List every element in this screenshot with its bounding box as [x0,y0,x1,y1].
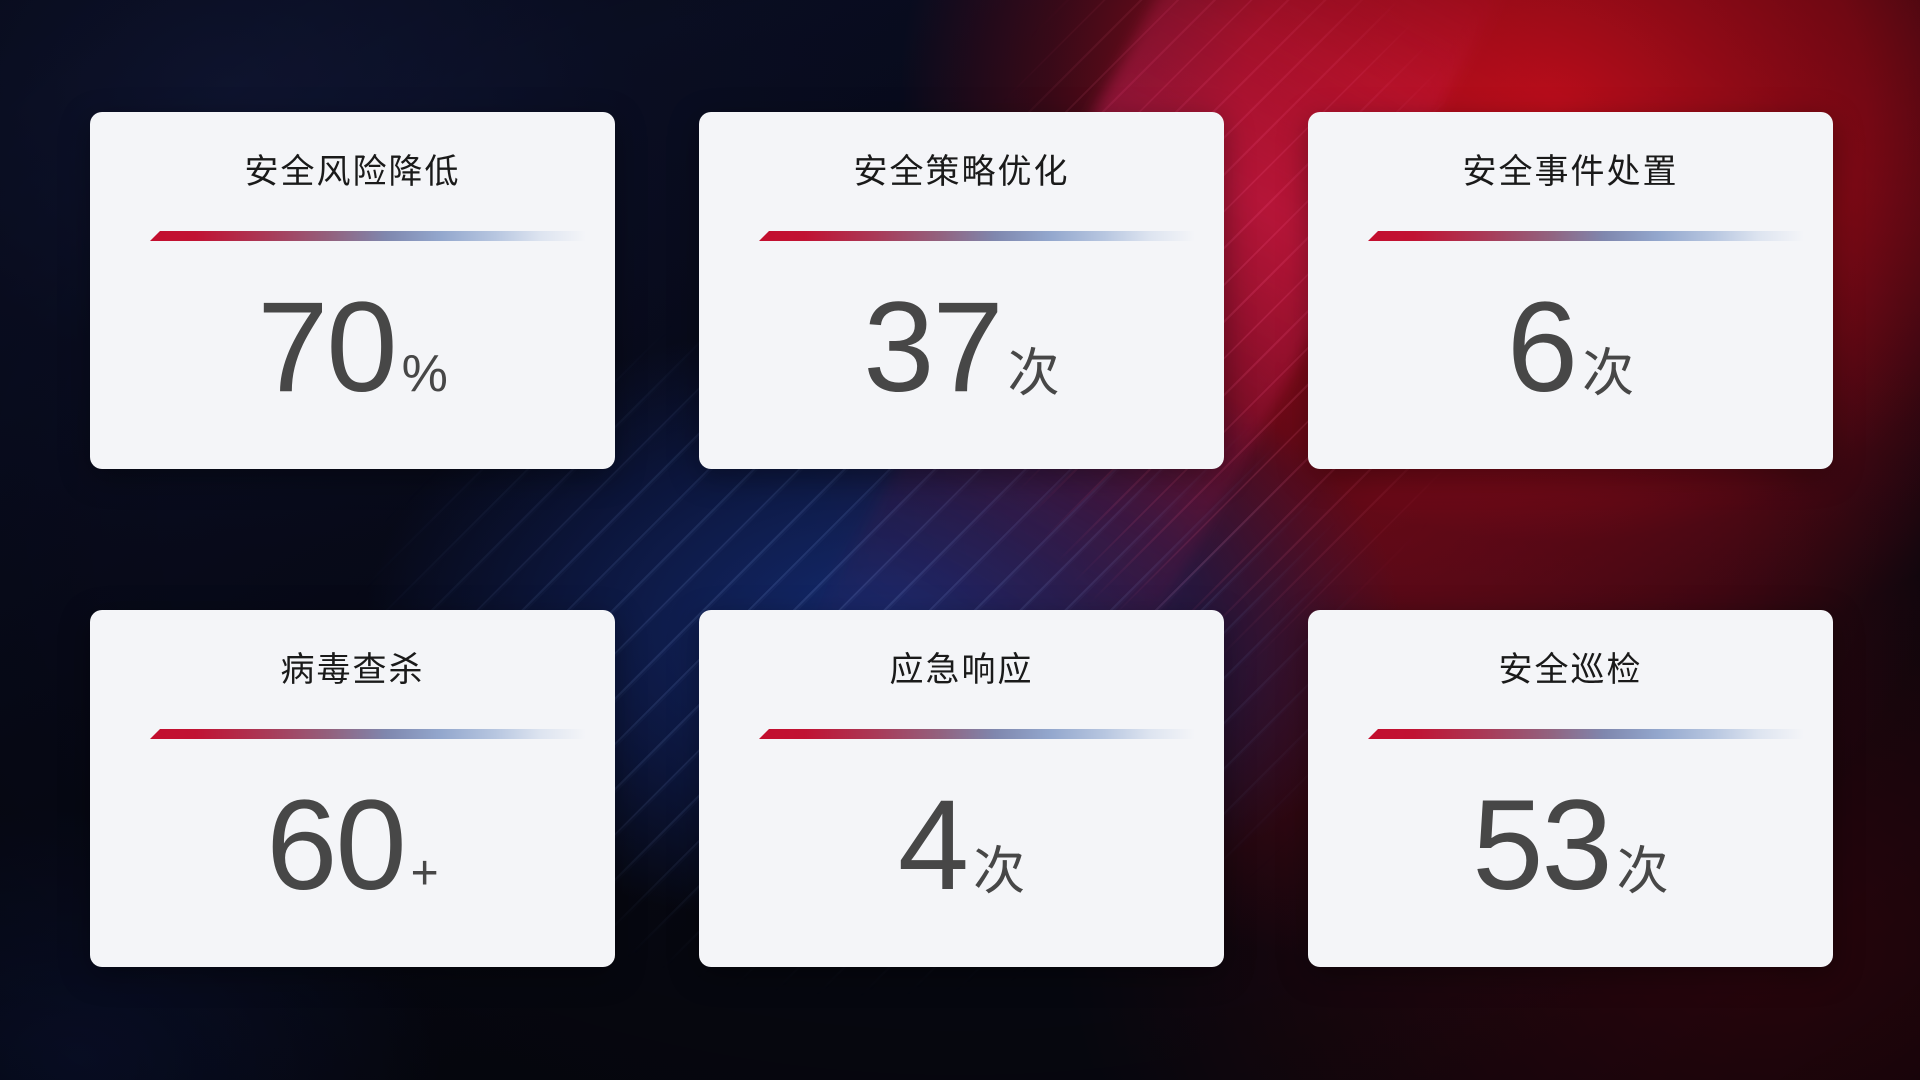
stat-card-policy-optimization: 安全策略优化 37 次 [699,112,1224,469]
stat-card-security-inspection: 安全巡检 53 次 [1308,610,1833,967]
stat-value: 70 [257,276,397,419]
card-title: 安全事件处置 [1462,153,1679,191]
stat-value: 6 [1506,276,1578,419]
stat-card-risk-reduction: 安全风险降低 70% [90,112,615,469]
gradient-divider-line [759,729,1213,739]
stat-value-row: 70% [90,284,615,412]
stat-value: 53 [1472,774,1612,917]
card-title: 安全巡检 [1498,651,1643,689]
stat-value: 37 [863,276,1003,419]
stat-value: 4 [897,774,969,917]
stat-unit: 次 [1616,843,1669,901]
stat-unit: + [410,847,439,900]
gradient-divider-line [150,231,604,241]
stat-unit: % [401,345,448,403]
gradient-divider-line [1368,729,1822,739]
stat-unit: 次 [973,843,1026,901]
stat-value-row: 53 次 [1308,782,1833,910]
stat-unit: 次 [1007,345,1060,403]
card-title: 应急响应 [889,651,1034,689]
stat-value-row: 37 次 [699,284,1224,412]
card-title: 安全风险降低 [244,153,461,191]
stat-unit: 次 [1582,345,1635,403]
stat-card-virus-scan: 病毒查杀 60 + [90,610,615,967]
gradient-divider-line [150,729,604,739]
card-title: 病毒查杀 [280,651,425,689]
card-title: 安全策略优化 [853,153,1070,191]
stat-value: 60 [266,774,406,917]
stat-value-row: 60 + [90,782,615,910]
gradient-divider-line [759,231,1213,241]
gradient-divider-line [1368,231,1822,241]
